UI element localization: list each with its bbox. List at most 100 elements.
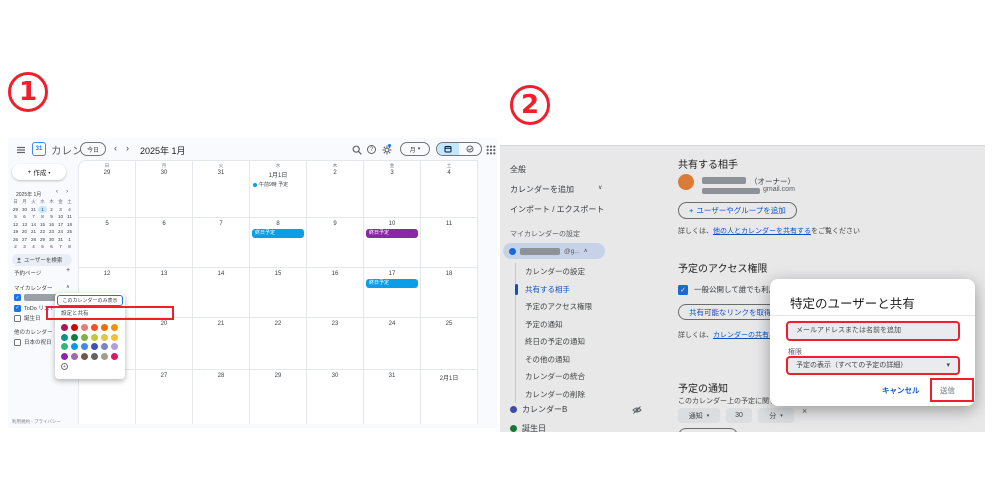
mini-date-cell[interactable]: 1	[38, 205, 47, 213]
mini-date-cell[interactable]: 8	[41, 214, 44, 219]
nav-birthdays[interactable]: 誕生日	[510, 423, 546, 432]
mini-date-cell[interactable]: 23	[48, 229, 54, 234]
event-bar[interactable]: 終日予定	[252, 229, 304, 238]
next-month-button[interactable]: ›	[126, 143, 129, 153]
month-grid-cell[interactable]: 22	[250, 318, 307, 370]
email-or-name-input[interactable]: メールアドレスまたは名前を追加	[788, 323, 958, 339]
other-calendars-section[interactable]: 他のカレンダー	[14, 330, 53, 336]
subnav-item-8[interactable]: カレンダーの削除	[525, 389, 585, 399]
access-help-link[interactable]: カレンダーの共有について	[713, 332, 797, 339]
mini-date-cell[interactable]: 3	[23, 244, 26, 249]
mini-date-cell[interactable]: 25	[66, 229, 72, 234]
get-shareable-link-button[interactable]: 共有可能なリンクを取得	[678, 304, 783, 320]
calendar-checkbox[interactable]: ✓	[14, 294, 21, 301]
cancel-button[interactable]: キャンセル	[882, 386, 920, 395]
mini-date-cell[interactable]: 6	[23, 214, 26, 219]
color-swatch[interactable]	[111, 343, 118, 350]
view-selector-dropdown[interactable]: 月 ▾	[400, 142, 430, 156]
month-grid-cell[interactable]: 7	[193, 218, 250, 268]
mini-date-cell[interactable]: 18	[66, 221, 72, 227]
mini-date-cell[interactable]: 8	[68, 244, 71, 249]
color-swatch[interactable]	[81, 324, 88, 331]
month-grid-cell[interactable]: 5	[79, 218, 136, 268]
calendar-checkbox[interactable]	[14, 314, 21, 322]
color-swatch[interactable]	[71, 343, 78, 350]
mini-date-cell[interactable]: 2	[50, 206, 53, 212]
color-swatch[interactable]	[111, 352, 118, 360]
mini-date-cell[interactable]: 3	[59, 206, 62, 212]
color-swatch[interactable]	[81, 333, 88, 341]
mini-date-cell[interactable]: 29	[39, 236, 45, 242]
nav-general[interactable]: 全般	[510, 165, 526, 174]
mini-date-cell[interactable]: 7	[32, 214, 35, 219]
color-swatch[interactable]	[91, 333, 98, 341]
menu-item-show-only-this-calendar[interactable]: このカレンダーのみ表示	[57, 295, 123, 306]
terms-privacy-links[interactable]: 利用規約 - プライバシー	[12, 419, 61, 424]
subnav-item-1[interactable]: カレンダーの設定	[525, 267, 585, 276]
public-access-checkbox[interactable]: ✓	[678, 284, 688, 295]
mini-date-cell[interactable]: 4	[32, 244, 35, 249]
color-swatch[interactable]	[101, 352, 108, 360]
month-grid-cell[interactable]: 31	[364, 370, 421, 424]
mini-date-cell[interactable]: 5	[14, 214, 17, 219]
color-swatch[interactable]	[101, 343, 108, 350]
color-swatch[interactable]	[101, 324, 108, 331]
mini-date-cell[interactable]: 30	[21, 206, 27, 212]
month-grid-cell[interactable]: 25	[421, 318, 478, 370]
mini-date-cell[interactable]: 29	[12, 206, 18, 212]
mini-date-cell[interactable]: 28	[30, 236, 36, 242]
mini-prev-icon[interactable]: ‹	[56, 189, 58, 195]
mini-calendar[interactable]: 日月火水木金土 29 30 31 1 2 3 4 5 6 7 8 9 10 11 12 13 14 15 16 17 18…	[11, 198, 74, 251]
booking-pages-section[interactable]: 予約ページ	[14, 271, 42, 277]
subnav-item-3[interactable]: 予定のアクセス権限	[525, 302, 593, 311]
month-grid-cell[interactable]: 月 30	[136, 161, 193, 218]
permission-select[interactable]: 予定の表示（すべての予定の詳細） ▾	[788, 358, 958, 373]
month-grid-cell[interactable]: 27	[136, 370, 193, 424]
month-grid-cell[interactable]: 火 31	[193, 161, 250, 218]
mini-date-cell[interactable]: 21	[30, 229, 36, 234]
month-grid-cell[interactable]: 13	[136, 268, 193, 318]
subnav-item-4[interactable]: 予定の通知	[525, 319, 563, 329]
nav-import-export[interactable]: インポート / エクスポート	[510, 205, 605, 214]
mini-date-cell[interactable]: 4	[68, 206, 71, 212]
mini-date-cell[interactable]: 6	[50, 244, 53, 249]
notification-value-input[interactable]: 30	[726, 408, 752, 423]
color-swatch[interactable]	[61, 333, 68, 341]
search-people-box[interactable]: ユーザーを検索	[12, 254, 72, 266]
calendar-checkbox[interactable]	[14, 338, 21, 346]
remove-notification-icon[interactable]: ×	[802, 406, 808, 416]
subnav-item-5[interactable]: 終日の予定の通知	[525, 337, 585, 346]
create-button[interactable]: + 作成 ▾	[12, 164, 66, 180]
color-swatch[interactable]	[61, 352, 68, 360]
month-grid-cell[interactable]: 日 29	[79, 161, 136, 218]
color-swatch[interactable]	[71, 333, 78, 341]
month-grid-cell[interactable]: 18	[421, 268, 478, 318]
month-grid-cell[interactable]: 11	[421, 218, 478, 268]
month-grid-cell[interactable]: 23	[307, 318, 364, 370]
view-toggle-group[interactable]	[436, 142, 482, 156]
mini-date-cell[interactable]: 14	[30, 221, 36, 227]
month-grid-cell[interactable]: 水 1月1日 午前9時 予定	[250, 161, 307, 218]
color-swatch[interactable]	[91, 343, 98, 350]
color-swatch[interactable]	[71, 324, 78, 331]
calendar-list-item[interactable]: ✓ ToDo リスト	[14, 304, 55, 312]
nav-calendar-b[interactable]: カレンダーB	[510, 404, 642, 415]
month-grid-cell[interactable]: 29	[250, 370, 307, 424]
mini-date-cell[interactable]: 2	[14, 244, 17, 249]
event-bar[interactable]: 終日予定	[366, 229, 418, 238]
nav-add-calendar[interactable]: カレンダーを追加 ∨	[510, 184, 602, 195]
mini-date-cell[interactable]: 7	[59, 244, 62, 249]
tasks-view-toggle[interactable]	[459, 143, 481, 155]
month-grid-cell[interactable]: 9	[307, 218, 364, 268]
month-grid-cell[interactable]: 21	[193, 318, 250, 370]
notification-type-select[interactable]: 通知 ▾	[678, 408, 720, 423]
mini-date-cell[interactable]: 1	[68, 236, 71, 242]
color-swatch[interactable]	[81, 352, 88, 360]
month-grid-cell[interactable]: 16	[307, 268, 364, 318]
mini-date-cell[interactable]: 9	[50, 214, 53, 219]
mini-date-cell[interactable]: 13	[21, 221, 27, 227]
month-grid-cell[interactable]: 28	[193, 370, 250, 424]
mini-date-cell[interactable]: 17	[57, 221, 63, 227]
